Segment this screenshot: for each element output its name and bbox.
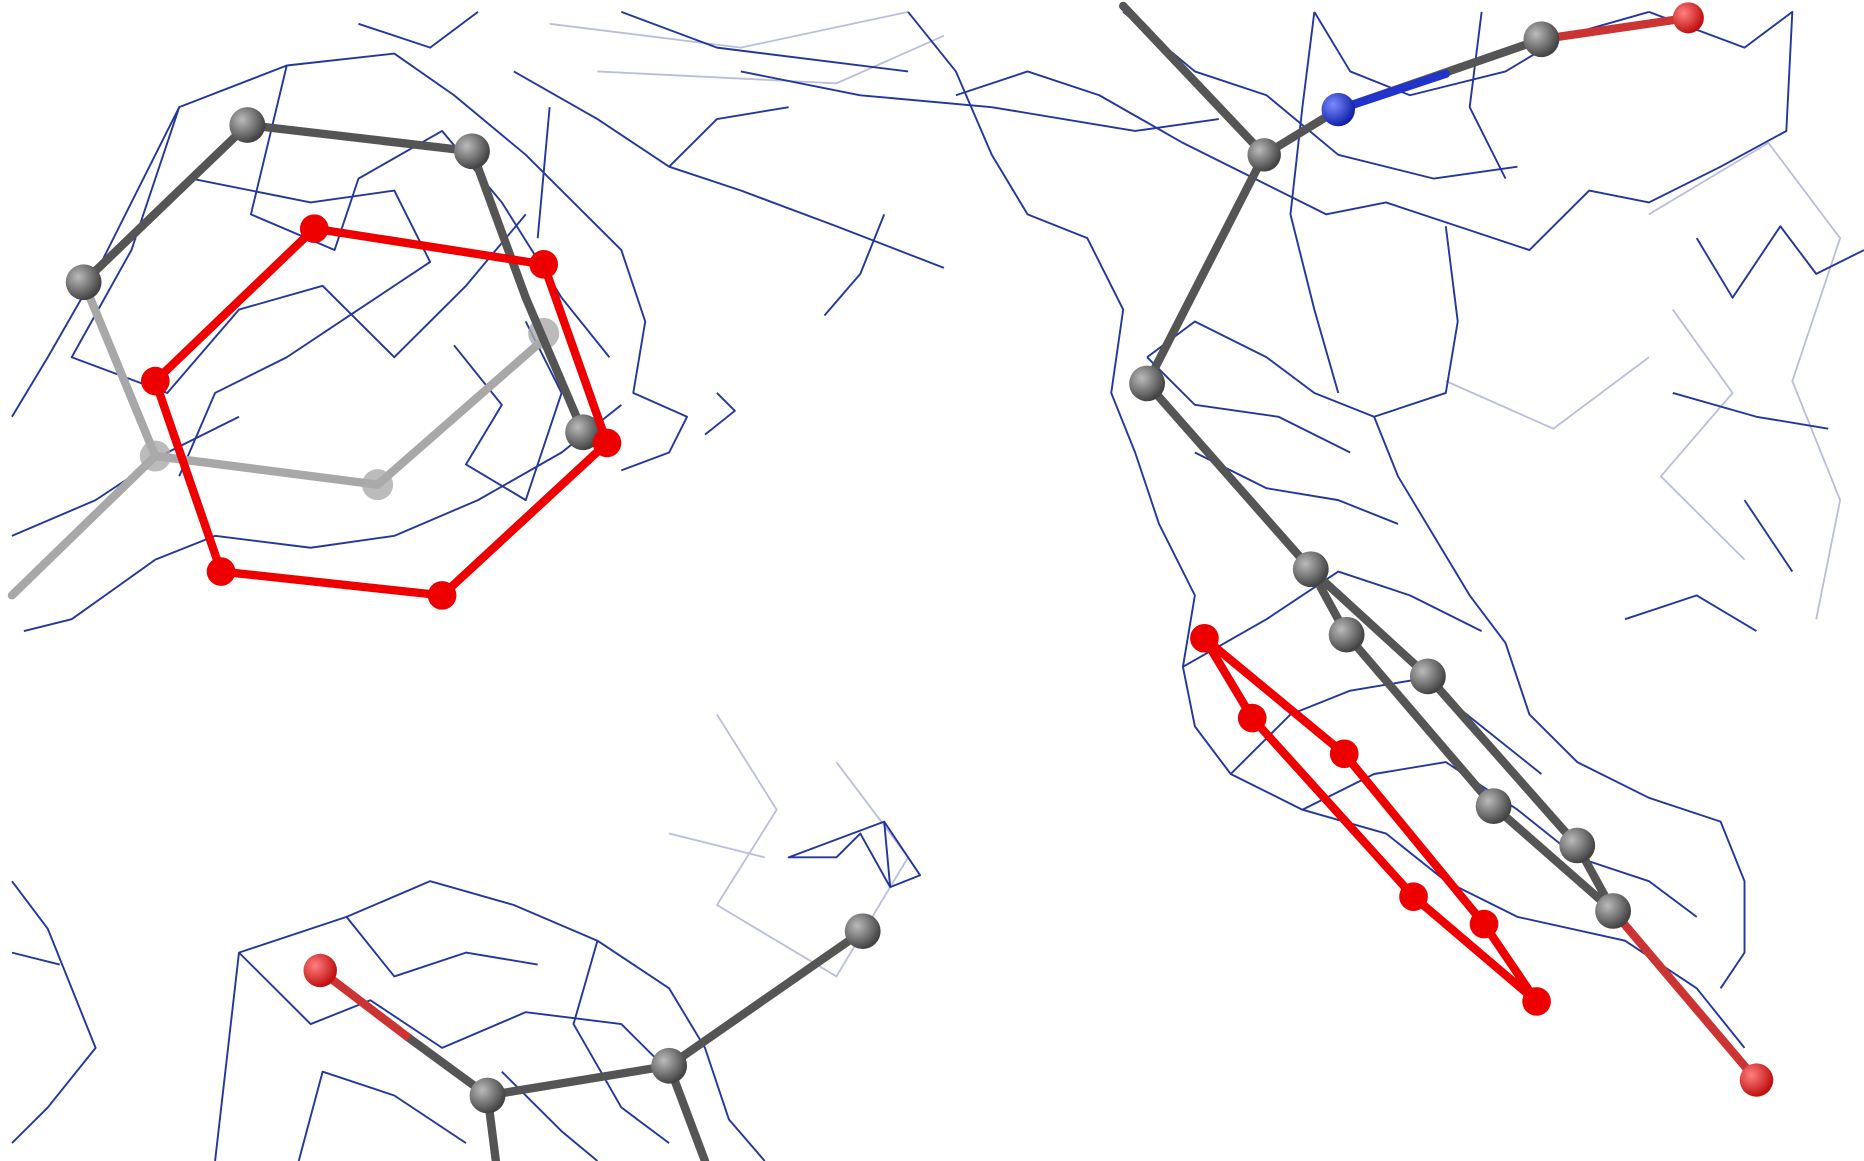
faint-mesh — [549, 11, 1842, 978]
fitted-ring-right — [1190, 623, 1551, 1016]
atom — [362, 469, 394, 501]
mesh — [11, 10, 1864, 1161]
ring-outline — [151, 224, 612, 600]
ring-vertex — [1329, 739, 1359, 769]
atom — [65, 264, 102, 301]
atom — [454, 133, 490, 170]
atom — [651, 1047, 688, 1084]
bond — [316, 966, 411, 1041]
model-faint — [7, 278, 560, 600]
atom — [139, 440, 171, 472]
atom — [1739, 1063, 1774, 1097]
model — [65, 1, 1774, 1161]
atom — [1595, 893, 1631, 929]
ring-vertex — [529, 250, 559, 279]
atom — [1292, 551, 1329, 588]
bond — [1608, 906, 1761, 1085]
atom — [1328, 616, 1365, 653]
fitted-ring-left — [140, 214, 622, 610]
ring-vertex — [1522, 987, 1551, 1016]
ring-vertex — [592, 428, 622, 458]
atom — [1672, 2, 1704, 34]
atom — [844, 913, 881, 950]
atom — [469, 1077, 506, 1114]
atom — [565, 414, 602, 451]
atom — [1523, 21, 1560, 58]
ring-vertex — [1237, 703, 1267, 733]
atom — [1409, 658, 1446, 695]
atom — [303, 953, 337, 988]
atom — [1321, 92, 1355, 127]
atom — [1559, 827, 1596, 864]
ring-vertex — [206, 557, 236, 586]
atom — [1129, 365, 1165, 402]
ring-vertex — [1190, 623, 1219, 653]
bond — [1334, 69, 1450, 114]
ring-vertex — [140, 366, 170, 396]
ring-vertex — [1399, 882, 1428, 911]
atom — [229, 107, 266, 143]
bond — [1537, 13, 1693, 44]
ring-vertex — [427, 581, 457, 610]
atom — [1475, 788, 1512, 825]
atom — [1247, 138, 1281, 172]
ring-vertex — [1469, 909, 1499, 939]
ring-vertex — [299, 214, 329, 243]
